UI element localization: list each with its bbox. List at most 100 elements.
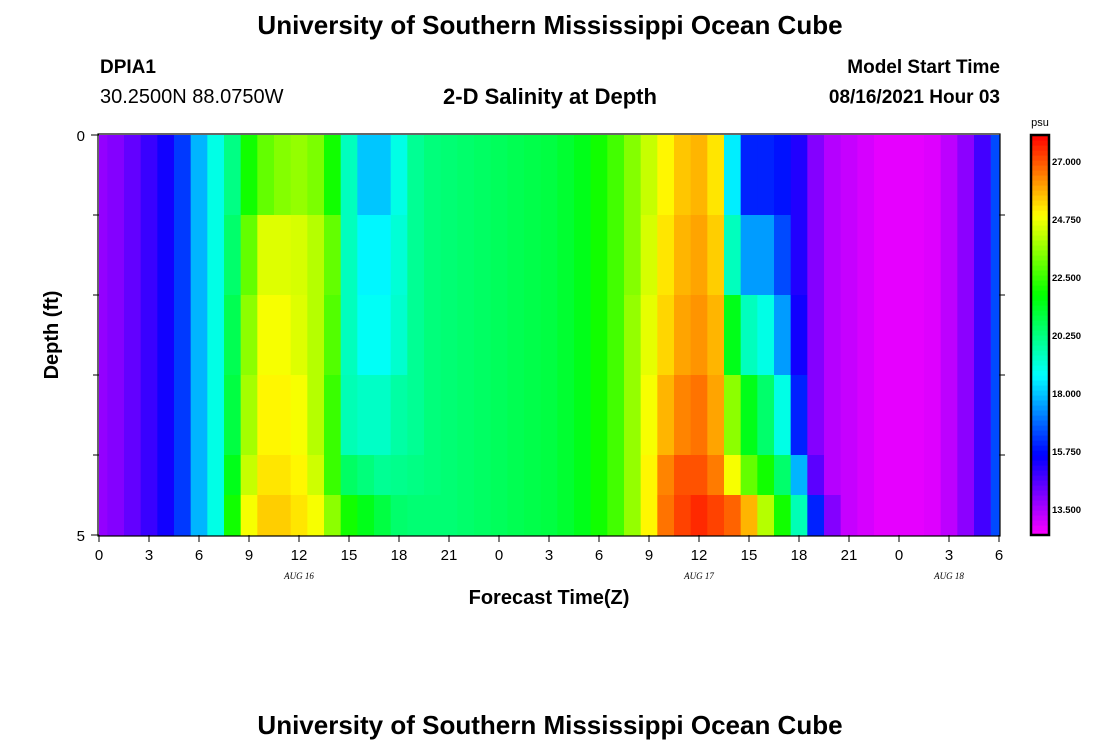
heatmap-cell [190, 455, 208, 496]
y-axis: 05 [77, 128, 1005, 545]
y-tick-label: 0 [77, 128, 85, 145]
colorbar-swatch [1031, 270, 1049, 276]
heatmap-cell [374, 375, 392, 456]
heatmap-cell [474, 295, 492, 376]
heatmap-cell [757, 375, 775, 456]
heatmap-cell [707, 215, 725, 296]
heatmap-cell [607, 215, 625, 296]
colorbar: psu 27.000 24.750 22.500 20.250 18.000 15.750 1… [1029, 117, 1081, 537]
heatmap-cell [540, 375, 558, 456]
heatmap-cell [774, 495, 792, 536]
heatmap-cell [457, 495, 475, 536]
heatmap-cell [157, 375, 175, 456]
heatmap-cell [440, 375, 458, 456]
colorbar-swatch [1031, 175, 1049, 181]
x-tick-label: 15 [741, 547, 758, 564]
heatmap-cell [840, 375, 858, 456]
heatmap-cell [607, 455, 625, 496]
heatmap-cell [207, 215, 225, 296]
heatmap-cell [657, 495, 675, 536]
heatmap-cell [924, 495, 942, 536]
heatmap-cell [724, 375, 742, 456]
colorbar-swatch [1031, 155, 1049, 161]
heatmap-cell [307, 375, 325, 456]
heatmap-cell [790, 495, 808, 536]
heatmap-cell [974, 135, 992, 216]
heatmap-cell [640, 135, 658, 216]
heatmap-cell [507, 135, 525, 216]
heatmap-cell [907, 455, 925, 496]
heatmap-cell [790, 455, 808, 496]
heatmap-cell [440, 495, 458, 536]
heatmap-cell [99, 495, 108, 536]
heatmap-cell [890, 295, 908, 376]
heatmap-cell [574, 455, 592, 496]
heatmap-cell [307, 215, 325, 296]
heatmap-cell [907, 295, 925, 376]
heatmap-cell [824, 495, 842, 536]
heatmap-cell [474, 135, 492, 216]
colorbar-swatch [1031, 320, 1049, 326]
colorbar-swatch [1031, 345, 1049, 351]
x-tick-label: 21 [841, 547, 858, 564]
heatmap-cell [607, 135, 625, 216]
heatmap-cell [140, 495, 158, 536]
colorbar-swatch [1031, 370, 1049, 376]
heatmap-cell [107, 135, 125, 216]
heatmap-cell [607, 295, 625, 376]
heatmap-cell [557, 135, 575, 216]
colorbar-swatch [1031, 220, 1049, 226]
x-tick-label: 12 [291, 547, 308, 564]
colorbar-swatch [1031, 185, 1049, 191]
heatmap-cell [424, 135, 442, 216]
heatmap-cell [640, 215, 658, 296]
colorbar-swatch [1031, 215, 1049, 221]
heatmap-cell [190, 215, 208, 296]
colorbar-swatch [1031, 415, 1049, 421]
heatmap-cell [224, 375, 242, 456]
heatmap-cell [690, 215, 708, 296]
heatmap-cell [907, 495, 925, 536]
colorbar-tick-label: 27.000 [1052, 157, 1081, 168]
heatmap-cell [157, 455, 175, 496]
heatmap-cell [507, 215, 525, 296]
colorbar-swatch [1031, 355, 1049, 361]
heatmap-cell [407, 135, 425, 216]
colorbar-swatch [1031, 210, 1049, 216]
colorbar-swatch [1031, 225, 1049, 231]
heatmap-cell [824, 295, 842, 376]
heatmap-cell [957, 215, 975, 296]
heatmap-cell [324, 135, 342, 216]
heatmap-cell [307, 495, 325, 536]
heatmap-cell [674, 455, 692, 496]
colorbar-swatch [1031, 335, 1049, 341]
heatmap-cell [99, 215, 108, 296]
heatmap-cell [124, 295, 142, 376]
colorbar-swatch [1031, 295, 1049, 301]
heatmap-cell [707, 455, 725, 496]
heatmap-cell [307, 455, 325, 496]
heatmap-cell [924, 135, 942, 216]
heatmap-cell [124, 215, 142, 296]
colorbar-swatch [1031, 265, 1049, 271]
heatmap-cell [340, 135, 358, 216]
model-start-value: 08/16/2021 Hour 03 [828, 87, 1000, 108]
heatmap-cell [774, 375, 792, 456]
date-label: AUG 18 [933, 571, 964, 581]
heatmap-cell [157, 495, 175, 536]
heatmap-cell [99, 295, 108, 376]
heatmap-cell [507, 495, 525, 536]
heatmap-cell [424, 455, 442, 496]
colorbar-swatch [1031, 450, 1049, 456]
heatmap-cell [607, 375, 625, 456]
heatmap-cell [374, 135, 392, 216]
heatmap-cell [990, 215, 1000, 296]
heatmap-cell [340, 295, 358, 376]
heatmap-cell [857, 375, 875, 456]
heatmap-cell [657, 295, 675, 376]
heatmap-cell [574, 215, 592, 296]
heatmap-cell [140, 295, 158, 376]
colorbar-swatch [1031, 465, 1049, 471]
colorbar-swatch [1031, 205, 1049, 211]
